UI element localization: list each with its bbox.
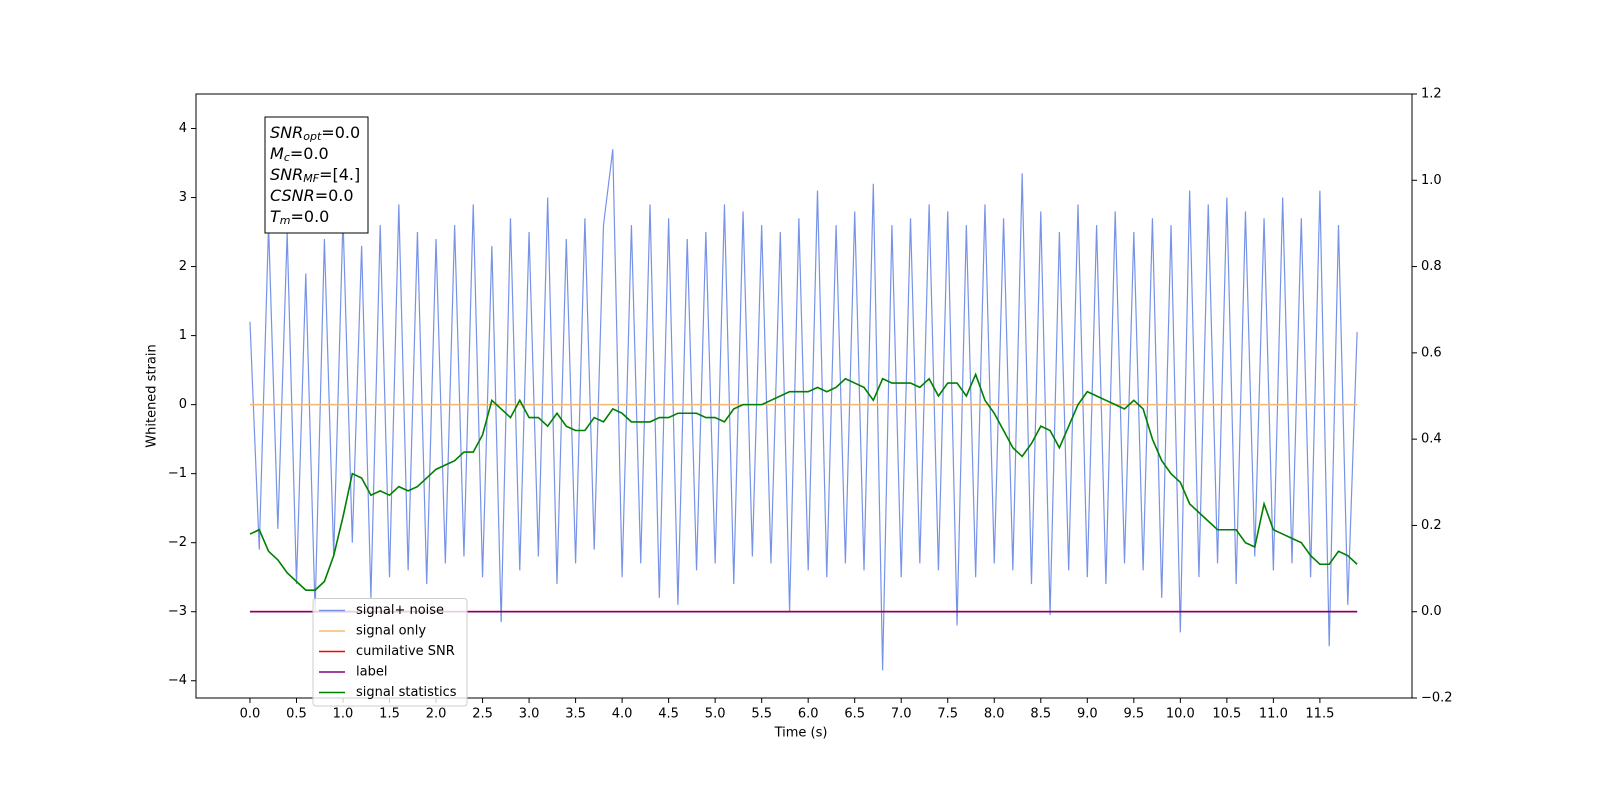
y2-tick-label: 0.0 <box>1421 604 1442 619</box>
x-tick-label: 9.0 <box>1077 707 1098 722</box>
x-tick-label: 3.0 <box>519 707 540 722</box>
x-axis-label: Time (s) <box>774 726 828 741</box>
legend-label: signal+ noise <box>356 603 444 618</box>
legend-label: label <box>356 665 387 680</box>
x-tick-label: 11.0 <box>1259 707 1288 722</box>
x-tick-label: 8.0 <box>984 707 1005 722</box>
series-line <box>249 149 1358 671</box>
x-tick-label: 7.0 <box>891 707 912 722</box>
x-tick-label: 6.5 <box>844 707 865 722</box>
annotation-subscript: MF <box>303 172 319 185</box>
annotation-value: =0.0 <box>315 186 354 205</box>
x-tick-label: 5.0 <box>705 707 726 722</box>
y2-tick-label: 0.6 <box>1421 345 1442 360</box>
x-tick-label: 6.0 <box>798 707 819 722</box>
x-tick-label: 1.0 <box>333 707 354 722</box>
y-tick-label: 0 <box>179 397 187 412</box>
x-tick-label: 4.5 <box>658 707 679 722</box>
annotation-line: SNRopt=0.0 <box>270 123 360 144</box>
y-tick-label: 4 <box>179 121 187 136</box>
annotation-symbol: SNR <box>270 165 303 184</box>
x-tick-label: 4.0 <box>612 707 633 722</box>
annotation-value: =0.0 <box>290 144 329 163</box>
annotation-line: SNRMF=[4.] <box>270 165 360 186</box>
annotation-frame <box>264 116 369 234</box>
y2-tick-label: −0.2 <box>1421 691 1453 706</box>
y-tick-label: 3 <box>179 190 187 205</box>
x-tick-label: 5.5 <box>751 707 772 722</box>
x-tick-label: 2.0 <box>426 707 447 722</box>
y2-tick-label: 0.8 <box>1421 259 1442 274</box>
x-tick-label: 7.5 <box>937 707 958 722</box>
y-tick-label: −2 <box>168 535 187 550</box>
y-tick-label: 2 <box>179 259 187 274</box>
y2-tick-label: 0.2 <box>1421 518 1442 533</box>
annotation-line: Mc=0.0 <box>270 144 329 165</box>
y-tick-label: −3 <box>168 604 187 619</box>
y-axis-label: Whitened strain <box>145 344 160 447</box>
annotation-value: =[4.] <box>319 165 360 184</box>
annotation-value: =0.0 <box>291 207 330 226</box>
x-tick-label: 3.5 <box>565 707 586 722</box>
x-tick-label: 10.5 <box>1212 707 1241 722</box>
annotation-subscript: m <box>280 214 291 227</box>
plot-frame <box>195 93 1413 699</box>
annotation-symbol: M <box>270 144 284 163</box>
y2-tick-label: 0.4 <box>1421 432 1442 447</box>
annotation-line: Tm=0.0 <box>270 207 329 228</box>
annotation-subscript: c <box>284 151 290 164</box>
legend: signal+ noise signal only cumilative SNR la… <box>312 598 468 707</box>
legend-label: cumilative SNR <box>356 644 455 659</box>
legend-frame <box>312 598 468 707</box>
y2-tick-label: 1.2 <box>1421 87 1442 102</box>
y-tick-label: 1 <box>179 328 187 343</box>
x-tick-label: 9.5 <box>1123 707 1144 722</box>
y-tick-label: −1 <box>168 466 187 481</box>
y-tick-label: −4 <box>168 673 187 688</box>
x-tick-label: 2.5 <box>472 707 493 722</box>
x-tick-label: 10.0 <box>1166 707 1195 722</box>
x-tick-label: 1.5 <box>379 707 400 722</box>
annotation-subscript: opt <box>303 130 322 143</box>
x-tick-label: 0.5 <box>286 707 307 722</box>
annotation-line: CSNR=0.0 <box>270 186 354 205</box>
legend-label: signal statistics <box>356 685 457 700</box>
x-tick-label: 11.5 <box>1305 707 1334 722</box>
legend-label: signal only <box>356 624 426 639</box>
y2-tick-label: 1.0 <box>1421 173 1442 188</box>
annotation-value: =0.0 <box>321 123 360 142</box>
series-line <box>249 372 1358 591</box>
x-tick-label: 8.5 <box>1030 707 1051 722</box>
annotation-symbol: SNR <box>270 123 303 142</box>
annotation-symbol: T <box>270 207 281 226</box>
x-tick-label: 0.0 <box>240 707 261 722</box>
annotation-symbol: CSNR <box>270 186 315 205</box>
